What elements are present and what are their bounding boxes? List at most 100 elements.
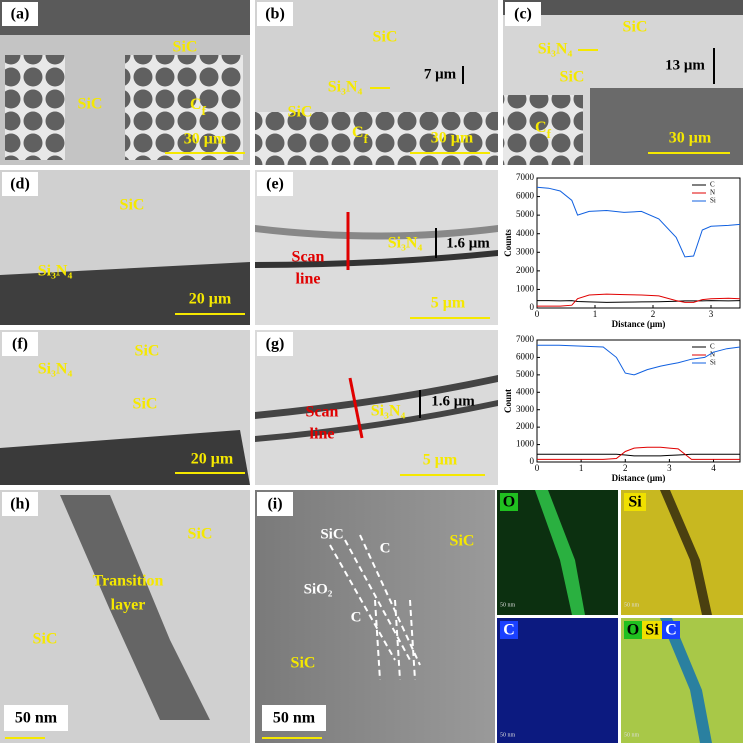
scale-label: 50 nm bbox=[15, 710, 58, 727]
annotation-text: 20 μm bbox=[191, 451, 234, 468]
series-line bbox=[537, 453, 740, 457]
y-tick-label: 6000 bbox=[516, 351, 535, 361]
annotation-text: 30 μm bbox=[184, 131, 227, 148]
fiber-label: Cf bbox=[352, 124, 369, 147]
annotation-text: SiC bbox=[78, 96, 103, 113]
annotation-text: 1.6 μm bbox=[446, 235, 490, 251]
panel-label-box bbox=[257, 172, 293, 196]
map-label: O bbox=[627, 622, 639, 639]
x-tick-label: 3 bbox=[709, 309, 714, 319]
fiber-label-main: C bbox=[190, 96, 202, 113]
micrograph-region bbox=[60, 495, 210, 720]
annotation-text: 1.6 μm bbox=[431, 393, 475, 409]
micrograph-region bbox=[0, 0, 250, 35]
map-label: Si bbox=[628, 494, 642, 511]
panel-label: (g) bbox=[266, 336, 285, 353]
annotation-text: SiC bbox=[291, 655, 316, 672]
map-scale: 50 nm bbox=[624, 732, 640, 738]
map-label-box bbox=[624, 493, 646, 511]
annotation-text: Si₃N₄ bbox=[38, 263, 73, 280]
boundary-lines bbox=[329, 534, 421, 681]
series-line bbox=[536, 186, 741, 258]
map-label: Si bbox=[645, 622, 659, 639]
fiber-region bbox=[255, 112, 498, 165]
y-tick-label: 5000 bbox=[516, 369, 535, 379]
scale-box bbox=[262, 705, 326, 731]
fiber-label-sub: f bbox=[364, 131, 369, 146]
legend-label: C bbox=[710, 343, 715, 351]
annotation-text: layer bbox=[111, 597, 146, 614]
legend-label: Si bbox=[710, 197, 716, 205]
annotation-text: SiC bbox=[188, 526, 213, 543]
fiber-label: Cf bbox=[190, 96, 207, 119]
fiber-label-sub: f bbox=[547, 126, 552, 141]
y-tick-label: 7000 bbox=[516, 172, 535, 182]
panel-label-box bbox=[257, 332, 293, 356]
panel-label-box bbox=[505, 2, 541, 26]
series-line bbox=[537, 446, 740, 460]
x-axis-label: Distance (μm) bbox=[612, 319, 666, 329]
micrograph-region bbox=[255, 225, 498, 240]
fiber-region bbox=[125, 55, 243, 160]
map-scale: 50 nm bbox=[500, 732, 516, 738]
annotation-text: Si₃N₄ bbox=[538, 41, 573, 58]
series-line bbox=[537, 300, 741, 303]
map-label: C bbox=[665, 622, 677, 639]
annotation-text: 20 μm bbox=[189, 291, 232, 308]
legend-label: N bbox=[710, 351, 715, 359]
legend-label: N bbox=[710, 189, 715, 197]
map-label-box bbox=[500, 621, 518, 639]
annotation-text: SiC bbox=[623, 19, 648, 36]
x-tick-label: 1 bbox=[579, 463, 584, 473]
panel-label: (f) bbox=[12, 336, 28, 353]
annotation-text: line bbox=[310, 426, 335, 443]
y-tick-label: 3000 bbox=[516, 246, 535, 256]
annotation-text: C bbox=[380, 540, 391, 556]
micrograph-region bbox=[255, 250, 498, 268]
y-tick-label: 2000 bbox=[516, 421, 535, 431]
panel-label: (c) bbox=[514, 6, 532, 23]
fiber-label-main: C bbox=[352, 124, 364, 141]
y-tick-label: 3000 bbox=[516, 404, 535, 414]
annotation-text: SiC bbox=[288, 104, 313, 121]
eds-map-region bbox=[535, 490, 585, 615]
eds-map-region bbox=[660, 490, 712, 615]
panel-label: (e) bbox=[266, 176, 284, 193]
panel-label: (h) bbox=[10, 496, 30, 513]
panel-label-box bbox=[2, 2, 38, 26]
y-tick-label: 6000 bbox=[516, 191, 535, 201]
map-scale: 50 nm bbox=[500, 602, 516, 608]
y-axis-label: Counts bbox=[503, 229, 513, 257]
y-tick-label: 1000 bbox=[516, 283, 535, 293]
x-tick-label: 0 bbox=[535, 463, 540, 473]
x-axis-label: Distance (μm) bbox=[612, 473, 666, 483]
x-tick-label: 2 bbox=[651, 309, 656, 319]
fiber-region bbox=[503, 95, 583, 165]
annotation-text: Scan bbox=[292, 249, 325, 266]
micrograph-region bbox=[255, 375, 498, 419]
scale-label: 50 nm bbox=[273, 710, 316, 727]
annotation-text: SiC bbox=[120, 197, 145, 214]
annotation-text: Si₃N₄ bbox=[371, 403, 406, 420]
annotation-text: SiC bbox=[560, 69, 585, 86]
annotation-text: SiC bbox=[373, 29, 398, 46]
fiber-region bbox=[5, 55, 65, 160]
annotation-text: 13 μm bbox=[665, 57, 705, 73]
map-label-box bbox=[624, 621, 642, 639]
annotation-text: Si₃N₄ bbox=[328, 79, 363, 96]
y-tick-label: 4000 bbox=[516, 386, 535, 396]
micrograph bbox=[255, 330, 498, 485]
map-label-box bbox=[642, 621, 662, 639]
annotation-text: 5 μm bbox=[431, 295, 466, 312]
plot-frame bbox=[536, 339, 741, 463]
annotation-text: Transition bbox=[93, 573, 164, 590]
micrograph bbox=[255, 490, 495, 743]
y-axis-label: Count bbox=[503, 389, 513, 413]
annotation-text: Si₃N₄ bbox=[38, 361, 73, 378]
annotation-text: Scan bbox=[306, 404, 339, 421]
annotation-text: C bbox=[351, 609, 362, 625]
annotation-text: 7 μm bbox=[424, 66, 457, 82]
y-tick-label: 2000 bbox=[516, 265, 535, 275]
